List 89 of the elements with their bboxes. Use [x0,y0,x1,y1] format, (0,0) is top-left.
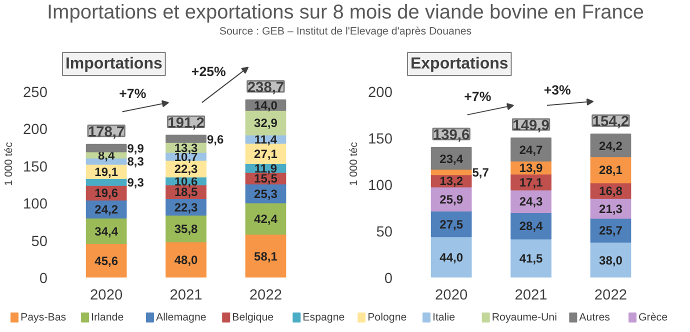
data-label: 24,3 [519,194,544,209]
text: Importations [65,56,162,72]
data-label: 11,4 [254,132,278,147]
x-tick-label: 2020 [90,288,123,304]
data-label: 45,6 [94,254,118,268]
bar [86,144,127,152]
legend-label: Espagne [302,312,345,324]
data-label: 8,3 [127,154,144,169]
data-label: 24,2 [94,202,118,216]
y-tick-label: 150 [368,131,393,148]
legend-label: Belgique [232,312,274,324]
legend-label: Pologne [368,312,407,324]
text: Source : GEB – Institut de l'Elevage d'après Douanes [219,25,472,38]
data-label: 22,3 [174,162,198,176]
data-label: 9,3 [127,175,144,190]
data-label: 28,1 [599,163,623,178]
y-axis-title: 1 000 téc [3,141,16,186]
x-tick-label: 2021 [514,288,548,304]
legend-label: Irlande [91,312,124,324]
data-label: 58,1 [254,249,278,264]
data-label: 19,6 [94,186,118,200]
data-label: 14,0 [254,98,278,113]
legend-label: Autres [579,312,610,324]
data-label: 24,2 [599,138,623,153]
data-label: 38,0 [599,253,623,268]
total-label: 139,6 [432,128,470,144]
legend-label: Allemagne [156,312,206,324]
legend-label: Royaume-Uni [492,312,557,324]
y-tick-label: 150 [23,159,48,176]
data-label: 27,5 [440,217,464,232]
y-tick-label: 100 [368,178,393,194]
bar [510,238,552,278]
legend-label: Grèce [638,312,668,324]
total-label: 149,9 [512,118,550,134]
total-label: 154,2 [592,114,630,130]
data-label: 5,7 [472,165,490,180]
data-label: 9,9 [127,142,144,156]
total-label: 238,7 [247,80,284,96]
data-label: 35,8 [174,222,198,236]
total-label: 178,7 [88,124,125,140]
y-tick-label: 0 [384,271,393,287]
y-tick-label: 50 [376,224,393,240]
x-tick-label: 2022 [249,288,282,304]
data-label: 25,3 [254,186,278,201]
data-label: 34,4 [94,224,118,238]
data-label: 22,3 [174,200,198,214]
bar [430,236,472,278]
annotation: +3% [544,82,572,98]
annotation: +7% [119,86,146,102]
data-label: 13,9 [519,160,544,175]
y-tick-label: 200 [23,122,48,138]
data-label: 13,2 [440,174,464,188]
x-tick-label: 2022 [594,288,628,304]
data-label: 24,7 [519,143,544,158]
data-label: 19,1 [94,164,118,179]
legend-label: Pays-Bas [20,312,66,324]
y-axis-title: 1 000 téc [348,141,360,186]
data-label: 9,6 [206,132,224,146]
data-label: 17,1 [519,175,544,190]
annotation: +7% [464,89,492,104]
y-tick-label: 50 [31,234,48,250]
text: Exportations [410,56,508,72]
bar [510,138,552,162]
legend-label: Italie [432,312,456,324]
y-tick-label: 250 [23,84,48,101]
data-label: 25,9 [440,192,464,206]
data-label: 23,4 [440,152,464,166]
y-tick-label: 100 [23,196,48,213]
data-label: 48,0 [174,253,198,268]
data-label: 44,0 [440,250,464,265]
data-label: 41,5 [519,252,544,266]
data-label: 11,9 [254,161,278,176]
data-label: 32,9 [254,116,278,130]
data-label: 27,1 [254,146,278,161]
chart-title: Importations et exportations sur 8 mois de viande bovine en France [47,1,644,24]
data-label: 42,4 [254,212,278,226]
y-tick-label: 0 [39,271,48,287]
data-label: 28,4 [519,219,544,234]
text: +25% [191,64,226,79]
data-label: 10,6 [174,174,198,188]
y-tick-label: 200 [368,84,393,101]
data-label: 21,3 [599,202,623,216]
x-tick-label: 2021 [170,288,202,304]
bar [245,234,286,278]
data-label: 16,8 [599,184,623,198]
total-label: 191,2 [168,115,204,132]
x-tick-label: 2020 [435,288,468,304]
bar [166,134,206,143]
data-label: 25,7 [599,224,623,238]
